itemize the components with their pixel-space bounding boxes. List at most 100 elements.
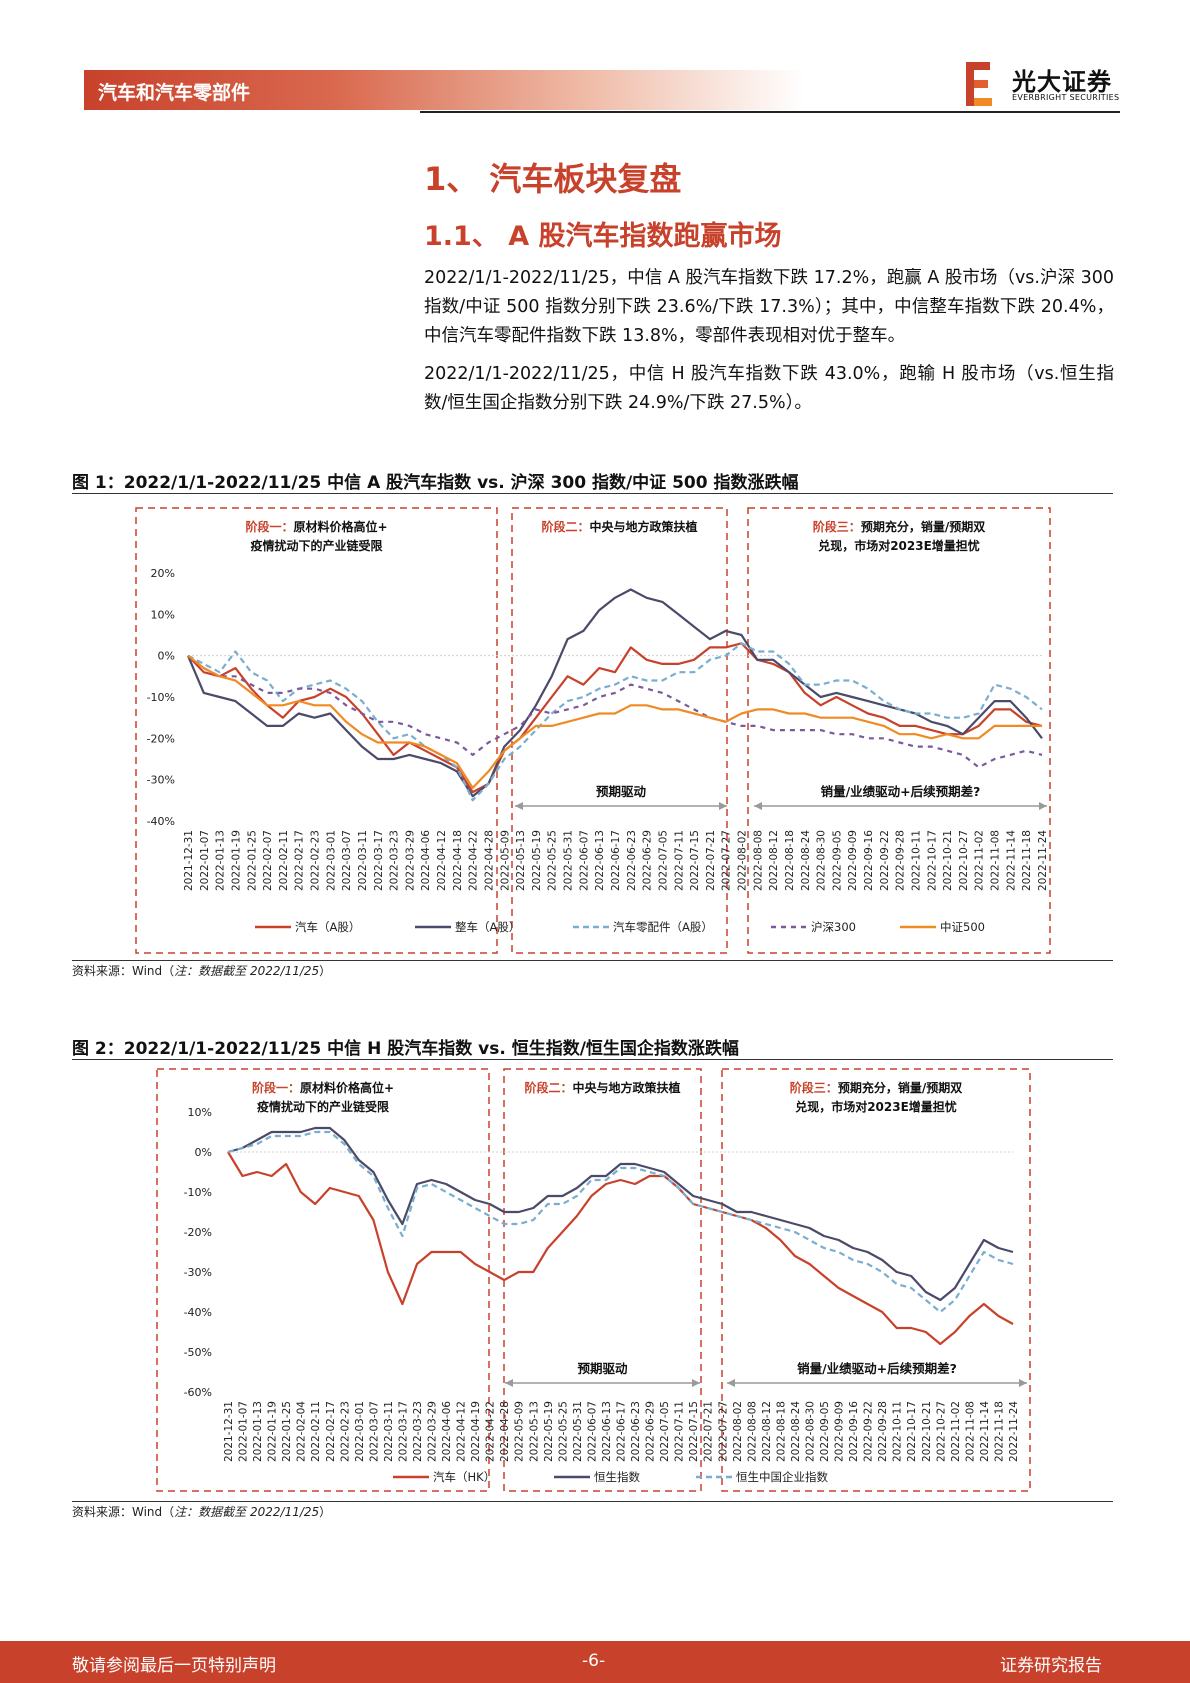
y-tick-label: -30% xyxy=(184,1266,212,1279)
x-tick-label: 2022-03-29 xyxy=(404,830,416,891)
x-tick-label: 2022-04-28 xyxy=(499,1401,511,1462)
x-tick-label: 2022-11-08 xyxy=(964,1401,976,1462)
x-tick-label: 2022-09-05 xyxy=(819,1401,831,1462)
x-tick-label: 2022-08-30 xyxy=(804,1401,816,1462)
footer-report-type: 证券研究报告 xyxy=(1000,1656,1102,1676)
series-line-2 xyxy=(227,1126,1014,1302)
phase-box-3 xyxy=(721,1068,1031,1492)
figure-1-source: 资料来源：Wind（注：数据截至 2022/11/25） xyxy=(72,962,331,979)
x-tick-label: 2022-03-23 xyxy=(412,1401,424,1462)
x-tick-label: 2022-07-05 xyxy=(659,1401,671,1462)
legend-label-5: 中证500 xyxy=(940,920,985,934)
y-tick-label: 0% xyxy=(158,650,175,663)
x-tick-label: 2022-06-07 xyxy=(586,1401,598,1462)
phase-label-line2-1: 疫情扰动下的产业链受限 xyxy=(257,1099,389,1114)
x-tick-label: 2022-07-21 xyxy=(703,1401,715,1462)
x-tick-label: 2022-03-07 xyxy=(341,830,353,891)
x-tick-label: 2022-04-22 xyxy=(468,830,480,891)
x-tick-label: 2022-02-11 xyxy=(278,830,290,891)
series-line-3 xyxy=(227,1130,1014,1314)
x-tick-label: 2022-02-17 xyxy=(325,1401,337,1462)
x-tick-label: 2022-08-24 xyxy=(800,830,812,891)
x-tick-label: 2022-10-17 xyxy=(906,1401,918,1462)
phase-label-1: 阶段一：原材料价格高位+ xyxy=(245,519,387,534)
x-tick-label: 2022-09-22 xyxy=(879,830,891,891)
x-tick-label: 2022-10-17 xyxy=(926,830,938,891)
x-tick-label: 2022-01-13 xyxy=(215,830,227,891)
x-tick-label: 2022-02-07 xyxy=(262,830,274,891)
phase-label-text: 原材料价格高位+ xyxy=(293,519,387,534)
y-tick-label: -20% xyxy=(147,732,175,745)
header-rule xyxy=(420,111,1120,113)
x-tick-label: 2022-03-11 xyxy=(357,830,369,891)
x-tick-label: 2022-03-01 xyxy=(354,1401,366,1462)
legend-label-3: 恒生中国企业指数 xyxy=(736,1470,828,1484)
y-tick-label: -50% xyxy=(184,1346,212,1359)
phase-label-text: 原材料价格高位+ xyxy=(300,1080,394,1095)
x-tick-label: 2022-11-08 xyxy=(990,830,1002,891)
phase-box-2 xyxy=(511,507,728,954)
y-tick-label: 0% xyxy=(195,1146,212,1159)
y-tick-label: -30% xyxy=(147,774,175,787)
x-tick-label: 2022-02-23 xyxy=(310,830,322,891)
x-tick-label: 2022-06-17 xyxy=(610,830,622,891)
series-line-3 xyxy=(187,642,1043,802)
figure-2-chart: 阶段一：原材料价格高位+ 疫情扰动下的产业链受限 阶段二：中央与地方政策扶植 阶段三：… xyxy=(156,1068,1031,1492)
figure-1-top-rule xyxy=(72,493,1113,494)
x-tick-label: 2022-07-27 xyxy=(721,830,733,891)
x-tick-label: 2022-05-19 xyxy=(531,830,543,891)
phase-label-prefix: 阶段三： xyxy=(813,519,861,534)
x-tick-label: 2022-05-31 xyxy=(572,1401,584,1462)
x-tick-label: 2022-11-24 xyxy=(1037,830,1049,891)
arrow-head-left-1 xyxy=(515,802,523,810)
x-tick-label: 2022-09-16 xyxy=(863,830,875,891)
figure-1-title: 图 1：2022/1/1-2022/11/25 中信 A 股汽车指数 vs. 沪… xyxy=(72,473,799,493)
x-tick-label: 2022-01-19 xyxy=(267,1401,279,1462)
x-tick-label: 2021-12-31 xyxy=(183,830,195,891)
x-tick-label: 2022-07-05 xyxy=(657,830,669,891)
legend-label-2: 恒生指数 xyxy=(594,1470,640,1484)
x-tick-label: 2022-06-23 xyxy=(626,830,638,891)
arrow-label-1: 预期驱动 xyxy=(596,784,647,799)
x-tick-label: 2022-04-06 xyxy=(420,830,432,891)
x-tick-label: 2022-09-16 xyxy=(848,1401,860,1462)
x-tick-label: 2022-07-11 xyxy=(673,830,685,891)
x-tick-label: 2022-02-04 xyxy=(296,1401,308,1462)
x-tick-label: 2022-04-22 xyxy=(485,1401,497,1462)
y-tick-label: 10% xyxy=(188,1106,212,1119)
x-tick-label: 2022-02-17 xyxy=(294,830,306,891)
y-tick-label: -20% xyxy=(184,1226,212,1239)
footer-disclaimer: 敬请参阅最后一页特别声明 xyxy=(72,1656,276,1676)
x-tick-label: 2022-04-19 xyxy=(470,1401,482,1462)
x-tick-label: 2022-05-13 xyxy=(515,830,527,891)
x-tick-label: 2022-09-09 xyxy=(834,1401,846,1462)
phase-label-line2-3: 兑现，市场对2023E增量担忧 xyxy=(818,538,980,553)
x-tick-label: 2022-08-30 xyxy=(816,830,828,891)
y-tick-label: 20% xyxy=(151,567,175,580)
phase-box-1 xyxy=(156,1068,490,1492)
x-tick-label: 2022-07-15 xyxy=(689,830,701,891)
phase-label-prefix: 阶段一： xyxy=(245,519,293,534)
x-tick-label: 2022-08-12 xyxy=(768,830,780,891)
x-tick-label: 2022-11-14 xyxy=(979,1401,991,1462)
x-tick-label: 2022-06-13 xyxy=(601,1401,613,1462)
x-tick-label: 2022-11-24 xyxy=(1008,1401,1020,1462)
legend-label-1: 汽车（HK） xyxy=(433,1470,495,1484)
x-tick-label: 2022-11-02 xyxy=(950,1401,962,1462)
phase-label-text: 预期充分，销量/预期双 xyxy=(861,519,985,534)
arrow-head-left-2 xyxy=(754,802,762,810)
x-tick-label: 2022-06-29 xyxy=(645,1401,657,1462)
x-tick-label: 2022-05-09 xyxy=(499,830,511,891)
x-tick-label: 2022-10-27 xyxy=(958,830,970,891)
y-tick-label: -10% xyxy=(184,1186,212,1199)
x-tick-label: 2022-07-11 xyxy=(674,1401,686,1462)
figure-1-source-prefix: 资料来源：Wind（ xyxy=(72,964,175,978)
figure-1-bottom-rule xyxy=(72,960,1113,961)
figure-1-chart: 阶段一：原材料价格高位+ 疫情扰动下的产业链受限 阶段二：中央与地方政策扶植 阶段三：… xyxy=(135,507,1051,954)
arrow-head-right-1 xyxy=(692,1379,700,1387)
x-tick-label: 2022-06-13 xyxy=(594,830,606,891)
x-tick-label: 2022-10-21 xyxy=(921,1401,933,1462)
paragraph-2: 2022/1/1-2022/11/25，中信 H 股汽车指数下跌 43.0%，跑… xyxy=(424,364,1114,413)
phase-box-1 xyxy=(135,507,498,954)
phase-label-prefix: 阶段二： xyxy=(541,519,589,534)
